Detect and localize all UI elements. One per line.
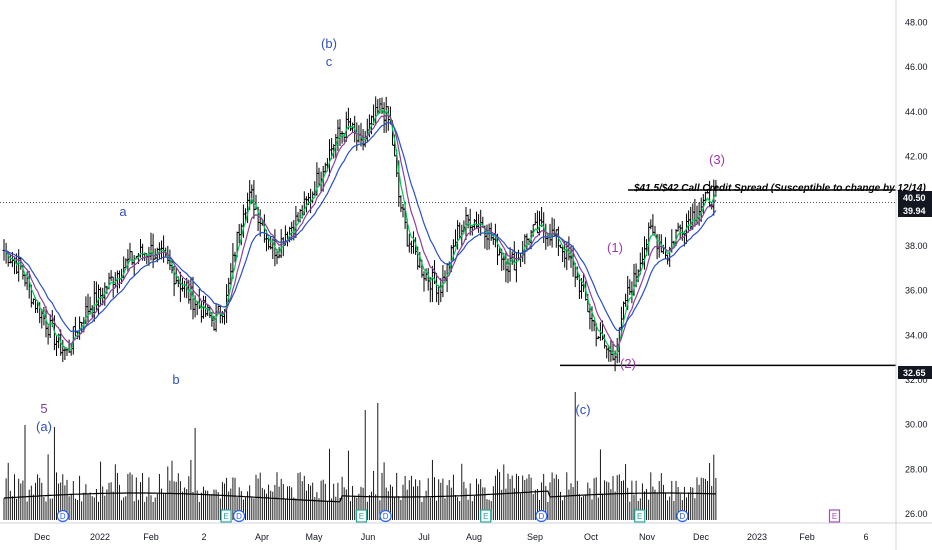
x-tick-label: Dec bbox=[34, 532, 51, 542]
svg-text:D: D bbox=[383, 512, 389, 521]
svg-text:E: E bbox=[637, 512, 642, 521]
moving-average-line bbox=[3, 122, 717, 333]
x-tick-label: 2 bbox=[201, 532, 206, 542]
svg-text:39.94: 39.94 bbox=[903, 206, 926, 216]
y-tick-label: 44.00 bbox=[905, 107, 928, 117]
x-tick-label: Jun bbox=[361, 532, 376, 542]
event-marker-icon[interactable]: E bbox=[828, 509, 841, 523]
x-tick-label: Apr bbox=[255, 532, 269, 542]
event-marker-icon[interactable]: D bbox=[56, 509, 69, 523]
x-tick-label: Aug bbox=[466, 532, 482, 542]
moving-averages bbox=[3, 108, 717, 356]
wave-label: (b) bbox=[321, 36, 337, 51]
price-badge: 40.50 bbox=[898, 191, 932, 204]
x-tick-label: Nov bbox=[639, 532, 656, 542]
x-tick-label: Feb bbox=[799, 532, 815, 542]
volume-layer bbox=[3, 392, 717, 520]
price-badge: 32.65 bbox=[898, 366, 932, 379]
price-badge: 39.94 bbox=[898, 204, 932, 217]
y-tick-label: 34.00 bbox=[905, 330, 928, 340]
y-tick-label: 28.00 bbox=[905, 464, 928, 474]
wave-label: (3) bbox=[709, 152, 725, 167]
wave-label: b bbox=[172, 372, 179, 387]
event-marker-icon[interactable]: D bbox=[535, 509, 548, 523]
y-axis[interactable]: 26.0028.0030.0032.0034.0036.0038.0040.00… bbox=[905, 17, 928, 519]
event-marker-icon[interactable]: D bbox=[232, 509, 246, 523]
svg-text:D: D bbox=[679, 512, 685, 521]
price-badges: 40.50 39.94 32.65 bbox=[898, 191, 932, 379]
wave-label: (2) bbox=[620, 356, 636, 371]
wave-label: 5 bbox=[40, 401, 47, 416]
svg-text:32.65: 32.65 bbox=[903, 368, 926, 378]
y-tick-label: 30.00 bbox=[905, 420, 928, 430]
event-marker-icon[interactable]: D bbox=[379, 509, 392, 523]
wave-label: a bbox=[119, 204, 127, 219]
svg-text:E: E bbox=[832, 512, 837, 521]
svg-text:D: D bbox=[60, 512, 66, 521]
y-tick-label: 42.00 bbox=[905, 151, 928, 161]
moving-average-line bbox=[3, 114, 717, 348]
wave-label: (a) bbox=[36, 419, 52, 434]
x-tick-label: Feb bbox=[143, 532, 159, 542]
wave-label: (1) bbox=[607, 240, 623, 255]
wave-label: (c) bbox=[575, 402, 590, 417]
svg-text:E: E bbox=[359, 512, 364, 521]
horizontal-lines bbox=[0, 189, 896, 367]
y-tick-label: 38.00 bbox=[905, 241, 928, 251]
y-tick-label: 36.00 bbox=[905, 286, 928, 296]
x-tick-label: 6 bbox=[863, 532, 868, 542]
y-tick-label: 48.00 bbox=[905, 17, 928, 27]
x-tick-label: Oct bbox=[584, 532, 599, 542]
credit-spread-note: $41.5/$42 Call Credit Spread (Susceptibl… bbox=[633, 183, 926, 194]
x-tick-label: May bbox=[305, 532, 323, 542]
x-tick-label: Dec bbox=[693, 532, 710, 542]
x-tick-label: Sep bbox=[527, 532, 543, 542]
y-tick-label: 46.00 bbox=[905, 62, 928, 72]
y-tick-label: 26.00 bbox=[905, 509, 928, 519]
event-marker-icon[interactable]: E bbox=[220, 509, 232, 523]
x-tick-label: Jul bbox=[418, 532, 430, 542]
y-tick-label: 32.00 bbox=[905, 375, 928, 385]
svg-text:40.50: 40.50 bbox=[903, 193, 926, 203]
event-marker-icon[interactable]: E bbox=[634, 509, 646, 523]
svg-text:D: D bbox=[539, 512, 545, 521]
event-marker-icon[interactable]: D bbox=[676, 509, 689, 523]
event-marker-icon[interactable]: E bbox=[355, 509, 368, 523]
volume-average-line bbox=[3, 490, 716, 503]
x-tick-label: 2022 bbox=[90, 532, 110, 542]
x-tick-label: 2023 bbox=[747, 532, 767, 542]
wave-labels: (b) c a b 5 (a) (c) (1) (2) (3) bbox=[36, 36, 725, 434]
svg-text:E: E bbox=[223, 512, 228, 521]
svg-text:D: D bbox=[236, 512, 242, 521]
x-axis[interactable]: Dec 2022 Feb 2 Apr May Jun Jul Aug Sep Oct Nov Dec 20… bbox=[34, 532, 869, 542]
wave-label: c bbox=[326, 54, 333, 69]
event-marker-icon[interactable]: E bbox=[480, 509, 492, 523]
svg-text:E: E bbox=[483, 512, 488, 521]
